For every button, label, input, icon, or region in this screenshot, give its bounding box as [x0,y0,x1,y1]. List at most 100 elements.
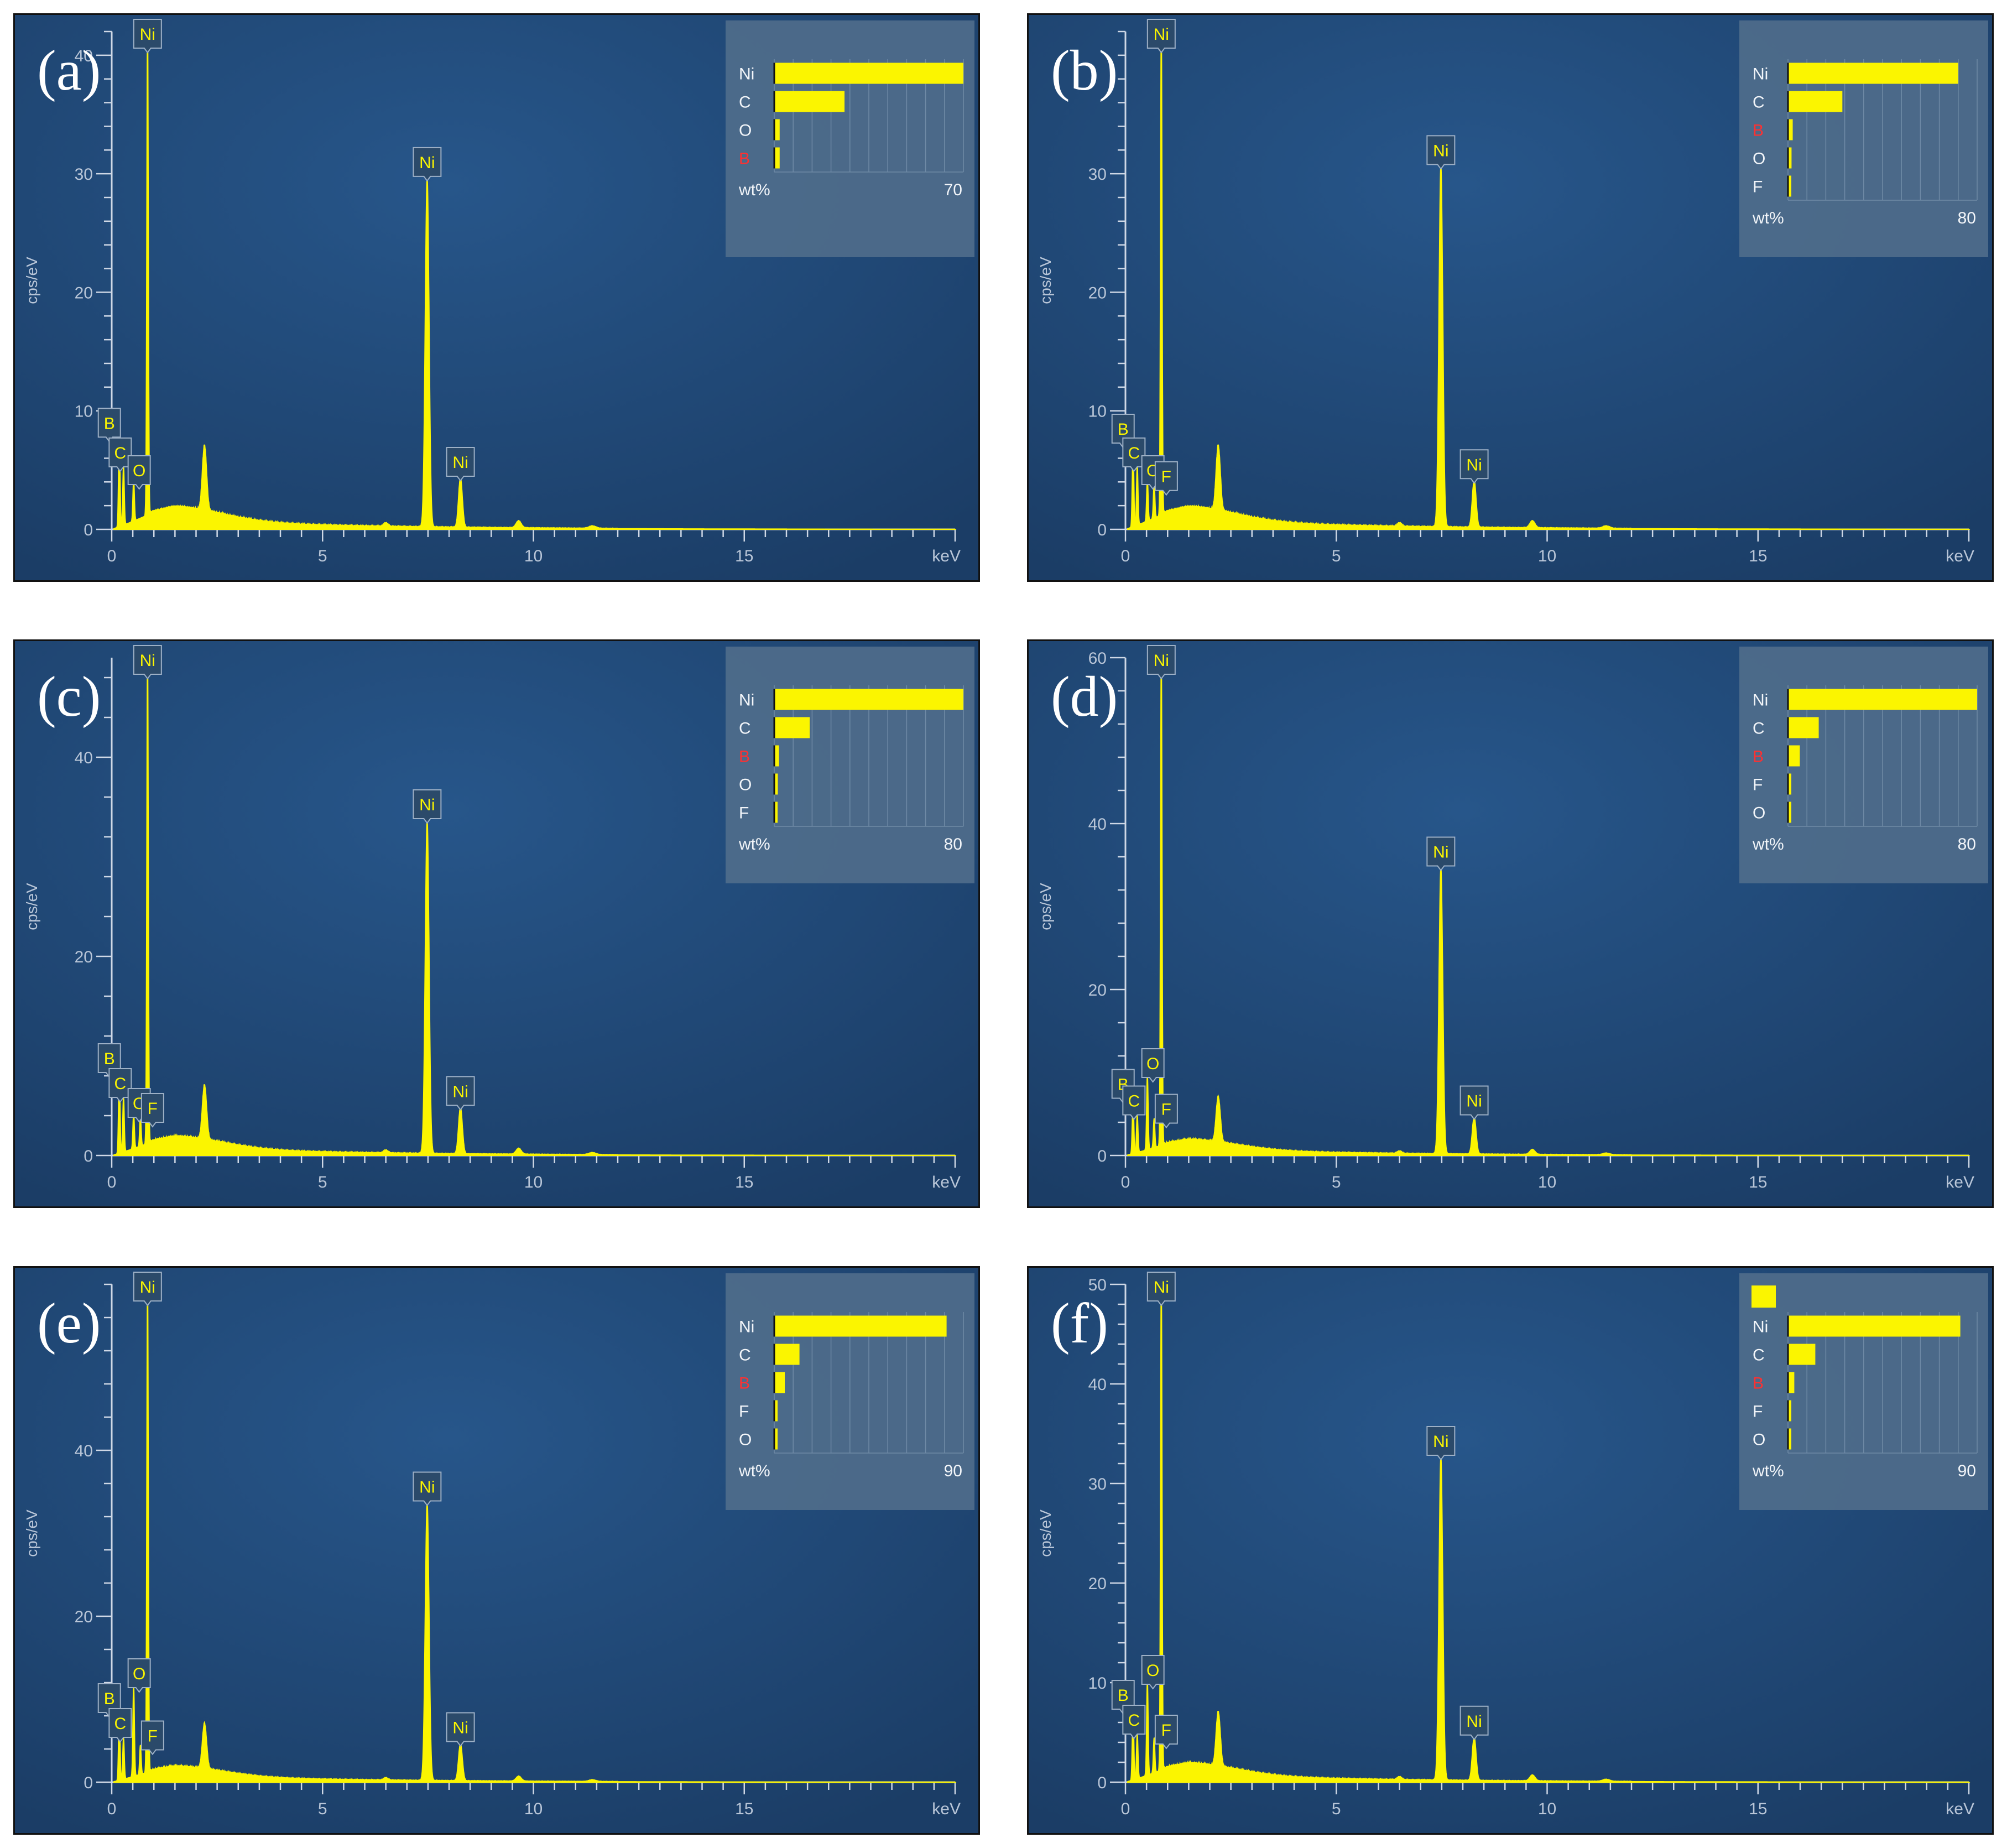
y-tick-label: 30 [1088,1475,1107,1493]
legend-element-label: F [1753,178,1763,196]
svg-text:Ni: Ni [1154,25,1169,44]
svg-text:C: C [114,444,127,462]
svg-text:F: F [1161,1721,1171,1740]
svg-text:Ni: Ni [419,154,435,172]
legend-element-label: B [1753,748,1764,766]
y-tick-label: 20 [75,1608,93,1626]
svg-text:B: B [1118,420,1129,439]
svg-text:O: O [1146,1055,1159,1073]
peak-label: O [1141,1655,1165,1690]
svg-text:Ni: Ni [1433,1433,1448,1451]
spectrum-panel-f: 0 5 10 15 keV 0 10 20 30 40 50 cps/eV Ni Ni Ni O B C F (f) N… [1027,1266,1994,1835]
x-tick-label: 0 [107,1173,117,1191]
svg-text:B: B [1118,1686,1129,1705]
peak-label: Ni [446,447,475,482]
peak-label: Ni [1459,1085,1489,1121]
legend-bar [774,1400,778,1422]
legend-max-tick: 90 [1958,1462,1976,1480]
y-tick-label: 50 [1088,1276,1107,1294]
legend-bar [1788,91,1843,112]
svg-text:C: C [1128,1092,1140,1111]
x-tick-label: 5 [1332,1173,1341,1191]
x-tick-label: 0 [1121,547,1130,565]
legend-unit: wt% [1752,835,1784,853]
svg-text:C: C [114,1715,127,1733]
peak-label: Ni [446,1076,475,1111]
spectrum-series [113,657,957,1156]
legend-element-label: C [739,1346,751,1365]
svg-text:F: F [1161,468,1171,486]
peak-label: F [1154,1094,1178,1129]
x-tick-label: 10 [1538,1173,1556,1191]
legend-bar [1788,773,1791,795]
y-tick-label: 20 [1088,981,1107,1000]
legend-bar [1788,175,1791,197]
peak-label: Ni [1146,1272,1176,1306]
legend-element-label: C [1753,720,1765,738]
svg-text:Ni: Ni [1154,652,1169,670]
y-axis-label: cps/eV [23,883,40,930]
panel-letter: (f) [1051,1292,1108,1355]
legend-bar [774,119,780,140]
legend-max-tick: 80 [1958,209,1976,227]
peak-label: O [127,455,151,490]
legend-max-tick: 70 [944,181,962,199]
peak-label: C [108,1068,132,1103]
x-axis-label: keV [1946,1800,1974,1818]
spectrum-series [113,31,957,530]
legend-bar [774,801,778,823]
x-tick-label: 10 [524,547,543,565]
legend-element-label: O [1753,804,1765,823]
spectrum-panel-d: 0 5 10 15 keV 0 20 40 60 cps/eV Ni Ni Ni O B C F (d) Ni C B F… [1027,639,1994,1208]
peak-label: Ni [1146,19,1176,54]
x-tick-label: 15 [1749,1800,1767,1818]
legend-element-label: O [1753,1431,1765,1449]
spectrum-panel-a: 0 5 10 15 keV 0 10 20 30 40 cps/eV Ni Ni Ni B C O (a) Ni C O… [13,13,980,582]
legend-bar [774,1372,785,1393]
svg-text:Ni: Ni [1433,142,1448,160]
x-tick-label: 10 [524,1173,543,1191]
x-tick-label: 5 [318,547,327,565]
legend-bar [1788,1315,1961,1337]
svg-text:Ni: Ni [140,25,155,44]
legend-bar [1788,717,1819,738]
y-tick-label: 40 [75,1442,93,1460]
svg-text:O: O [133,1665,145,1683]
legend-unit: wt% [738,835,770,853]
legend-element-label: O [739,776,752,794]
x-tick-label: 0 [1121,1800,1130,1818]
svg-text:Ni: Ni [1466,1712,1482,1731]
y-axis-label: cps/eV [1037,883,1054,930]
legend-bar [1788,1344,1816,1365]
x-axis-label: keV [932,547,961,565]
legend-element-label: B [1753,122,1764,140]
legend-bar [774,63,963,84]
legend-unit: wt% [738,1462,770,1480]
legend-bar [1788,1428,1791,1450]
panel-letter: (e) [37,1292,101,1355]
x-axis-label: keV [1946,547,1974,565]
x-axis-label: keV [1946,1173,1974,1191]
svg-text:O: O [133,462,145,480]
peak-label: Ni [1146,645,1176,680]
x-tick-label: 10 [524,1800,543,1818]
x-tick-label: 0 [107,547,117,565]
svg-text:Ni: Ni [1466,456,1482,474]
legend-bar [1788,689,1977,710]
x-tick-label: 10 [1538,1800,1556,1818]
legend-element-label: B [1753,1375,1764,1393]
peak-label: Ni [1459,1705,1489,1741]
x-axis-label: keV [932,1800,961,1818]
y-tick-label: 60 [1088,649,1107,668]
peak-label: Ni [133,1272,162,1306]
spectrum-series [1127,31,1970,530]
